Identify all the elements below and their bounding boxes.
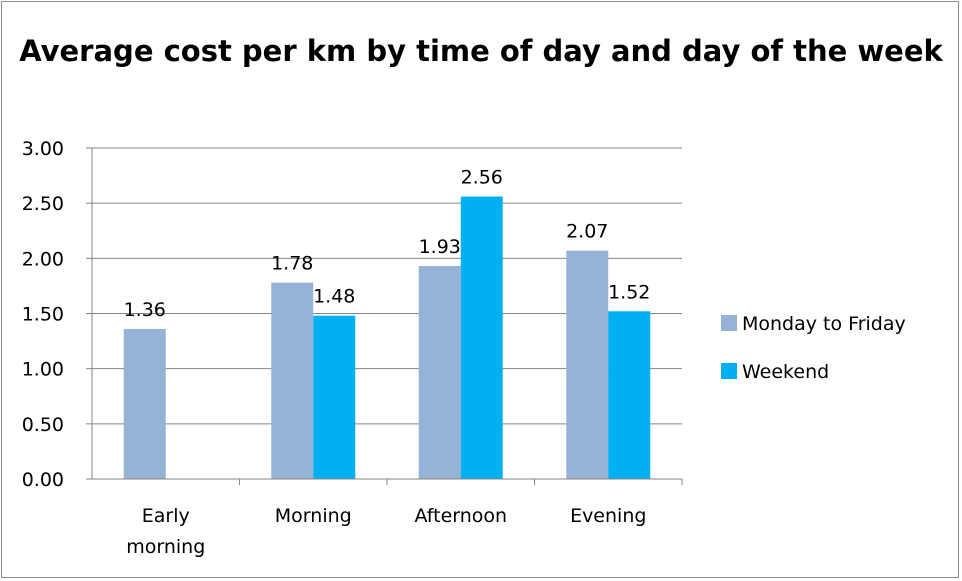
legend-swatch <box>721 363 737 379</box>
y-tick-label: 1.00 <box>22 359 64 381</box>
y-tick-label: 1.50 <box>22 304 64 326</box>
data-label: 1.93 <box>419 236 461 258</box>
bar <box>608 311 651 479</box>
x-tick-label: Morning <box>275 505 352 527</box>
legend-label: Weekend <box>742 361 829 383</box>
y-tick-label: 2.50 <box>22 193 64 215</box>
chart-title: Average cost per km by time of day and d… <box>19 34 943 68</box>
bar <box>460 196 503 479</box>
y-tick-label: 3.00 <box>22 138 64 160</box>
legend-label: Monday to Friday <box>742 313 906 335</box>
axes <box>86 147 683 485</box>
y-tick-label: 0.00 <box>22 469 64 491</box>
x-tick-label: Early <box>142 505 190 527</box>
bar <box>566 250 609 479</box>
data-label: 1.36 <box>124 299 166 321</box>
data-label: 2.56 <box>461 167 503 189</box>
data-label: 2.07 <box>566 221 608 243</box>
x-tick-label: Evening <box>570 505 646 527</box>
data-label: 1.78 <box>271 253 313 275</box>
y-tick-label: 2.00 <box>22 248 64 270</box>
bar <box>271 282 314 479</box>
bar <box>313 315 356 479</box>
bars <box>123 196 651 479</box>
x-tick-label: morning <box>126 536 205 558</box>
y-tick-label: 0.50 <box>22 414 64 436</box>
data-label: 1.52 <box>608 281 650 303</box>
labels: 0.00 0.50 1.00 1.50 2.00 2.50 3.00 1.36 Early mor… <box>22 138 651 558</box>
x-tick-label: Afternoon <box>414 505 507 527</box>
data-label: 1.48 <box>313 286 355 308</box>
bar <box>418 266 461 479</box>
legend: Monday to Friday Weekend <box>721 313 906 383</box>
legend-swatch <box>721 315 737 331</box>
bar <box>123 328 166 479</box>
